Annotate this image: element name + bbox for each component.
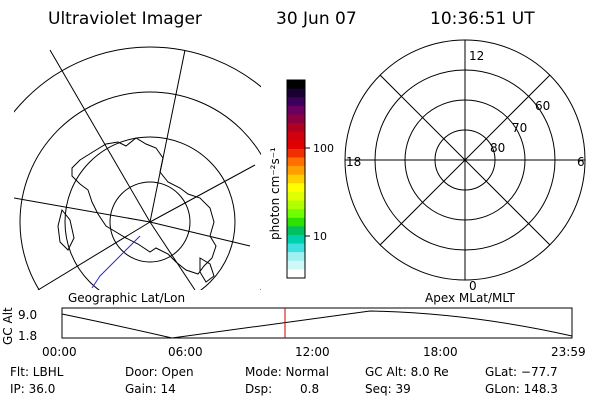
- mode-readout: Mode: Normal: [245, 365, 329, 379]
- mlat-label-70: 70: [512, 121, 527, 135]
- geo-lat-circle: [109, 181, 191, 263]
- mlt-label-6: 6: [577, 155, 585, 169]
- glat-readout: GLat: −77.7: [485, 365, 558, 379]
- observation-date: 30 Jun 07: [276, 9, 357, 29]
- colorbar-cell: [287, 114, 305, 124]
- mlt-label-12: 12: [469, 49, 484, 63]
- geo-meridian: [149, 164, 256, 223]
- instrument-title: Ultraviolet Imager: [48, 9, 202, 29]
- colorbar-cell: [287, 123, 305, 133]
- mlt-label-18: 18: [346, 155, 361, 169]
- altitude-curve: [61, 310, 573, 339]
- orbit-xtick-label: 06:00: [168, 345, 203, 359]
- antarctica-coastline: [71, 137, 217, 275]
- orbit-xtick-label: 23:59: [551, 345, 586, 359]
- door-readout: Door: Open: [125, 365, 194, 379]
- colorbar-cell: [287, 97, 305, 107]
- ip-readout: IP: 36.0: [10, 382, 56, 396]
- gc-alt-readout: GC Alt: 8.0 Re: [365, 365, 449, 379]
- seq-readout: Seq: 39: [365, 382, 411, 396]
- colorbar-cell: [287, 243, 305, 253]
- geo-panel-label: Geographic Lat/Lon: [68, 291, 185, 305]
- colorbar-cell: [287, 269, 305, 279]
- colorbar-cell: [287, 88, 305, 98]
- colorbar-cell: [287, 260, 305, 270]
- colorbar-cell: [287, 217, 305, 227]
- colorbar-cell: [287, 166, 305, 176]
- colorbar-frame: [286, 79, 306, 279]
- mlat-label-80: 80: [490, 141, 505, 155]
- mlt-label-0: 0: [469, 279, 477, 293]
- geo-meridian: [149, 49, 186, 223]
- colorbar-cell: [287, 131, 305, 141]
- colorbar-cell: [287, 174, 305, 184]
- geo-lat-circle: [64, 136, 236, 290]
- colorbar-tick-label: 100: [313, 142, 334, 155]
- orbit-ytick-label: 1.8: [18, 329, 37, 343]
- colorbar-cell: [287, 80, 305, 90]
- gain-readout: Gain: 14: [125, 382, 176, 396]
- orbit-xtick-label: 00:00: [42, 345, 77, 359]
- intensity-colorbar: 100 10 photon cm⁻²s⁻¹: [268, 79, 334, 279]
- orbit-ylabel: GC Alt: [1, 307, 15, 345]
- colorbar-cell: [287, 252, 305, 262]
- dsp-label: Dsp:: [245, 382, 273, 396]
- geographic-map: Geographic Lat/Lon: [14, 46, 261, 305]
- colorbar-cell: [287, 191, 305, 202]
- colorbar-cell: [287, 226, 305, 236]
- mag-panel-label: Apex MLat/MLT: [425, 291, 515, 305]
- colorbar-cell: [287, 200, 305, 210]
- observation-time: 10:36:51 UT: [430, 9, 535, 29]
- orbit-plot-frame: [61, 307, 573, 339]
- geo-meridian: [149, 221, 196, 290]
- orbit-ytick-label: 9.0: [18, 308, 37, 322]
- colorbar-units-label: photon cm⁻²s⁻¹: [268, 147, 282, 240]
- coastline-fragment: [57, 208, 75, 251]
- magnetic-polar-grid: [344, 39, 586, 281]
- geo-meridian: [149, 221, 251, 247]
- orbit-altitude-plot: 9.0 1.8 GC Alt 00:00 06:00 12:00 18:00 2…: [1, 307, 586, 359]
- colorbar-cell: [287, 140, 305, 150]
- instrument-status-footer: Flt: LBHL Door: Open Mode: Normal GC Alt…: [0, 362, 600, 400]
- geo-lat-circle: [14, 46, 261, 113]
- colorbar-cell: [287, 148, 305, 159]
- colorbar-cell: [287, 105, 305, 116]
- dsp-value: 0.8: [300, 382, 320, 396]
- geo-meridian: [49, 49, 151, 223]
- colorbar-cell: [287, 157, 305, 167]
- coastline-fragment: [199, 257, 215, 283]
- mlt-diagonal-line: [379, 74, 551, 246]
- colorbar-cell: [287, 209, 305, 219]
- geo-meridian: [14, 197, 151, 223]
- satellite-ground-track: [91, 235, 141, 289]
- filter-readout: Flt: LBHL: [10, 365, 64, 379]
- colorbar-tick-label: 10: [313, 230, 327, 243]
- geo-meridian: [37, 221, 151, 290]
- glon-readout: GLon: 148.3: [485, 382, 558, 396]
- colorbar-cell: [287, 183, 305, 193]
- colorbar-cell: [287, 234, 305, 245]
- orbit-xtick-label: 18:00: [423, 345, 458, 359]
- orbit-xtick-label: 12:00: [295, 345, 330, 359]
- geo-lat-circle: [19, 91, 261, 290]
- mlat-label-60: 60: [535, 99, 550, 113]
